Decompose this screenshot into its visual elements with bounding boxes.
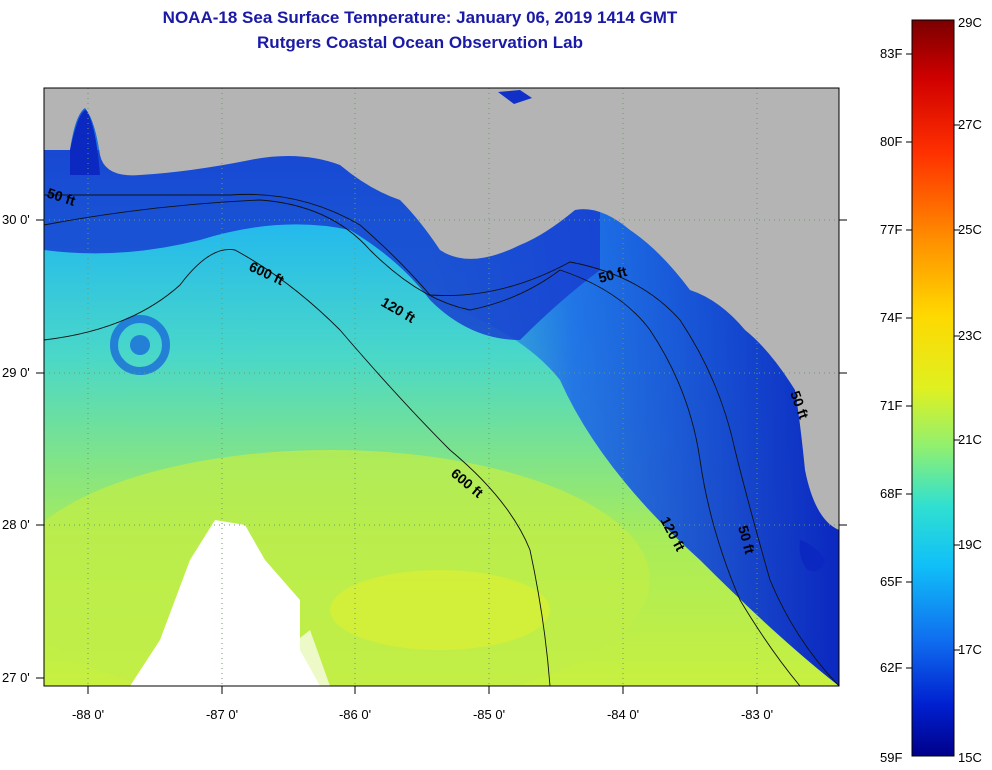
colorbar (911, 19, 955, 757)
colorbar-c-label: 19C (958, 537, 982, 552)
colorbar-c-label: 29C (958, 15, 982, 30)
colorbar-f-label: 65F (880, 574, 902, 589)
lon-label: -88 0' (72, 707, 104, 722)
colorbar-f-label: 71F (880, 398, 902, 413)
colorbar-f-label: 77F (880, 222, 902, 237)
map-frame (43, 87, 840, 687)
colorbar-f-label: 74F (880, 310, 902, 325)
contour-label: 50 ft (597, 263, 629, 286)
colorbar-c-label: 21C (958, 432, 982, 447)
colorbar-f-label: 59F (880, 750, 902, 765)
colorbar-f-label: 83F (880, 46, 902, 61)
lon-label: -87 0' (206, 707, 238, 722)
cloud-cover (130, 520, 320, 686)
axis-ticks (36, 219, 847, 694)
colorbar-c-label: 27C (958, 117, 982, 132)
lat-label: 29 0' (2, 365, 30, 380)
colorbar-f-label: 68F (880, 486, 902, 501)
lat-label: 28 0' (2, 517, 30, 532)
colorbar-f-label: 80F (880, 134, 902, 149)
colorbar-c-label: 25C (958, 222, 982, 237)
lon-label: -85 0' (473, 707, 505, 722)
lon-label: -83 0' (741, 707, 773, 722)
colorbar-ticks (906, 53, 960, 669)
colorbar-f-label: 62F (880, 660, 902, 675)
contour-label: 50 ft (735, 524, 758, 556)
lat-label: 27 0' (2, 670, 30, 685)
lon-label: -84 0' (607, 707, 639, 722)
colorbar-c-label: 17C (958, 642, 982, 657)
depth-contours (43, 193, 840, 687)
land-mass (44, 88, 839, 530)
colorbar-c-label: 23C (958, 328, 982, 343)
lon-label: -86 0' (339, 707, 371, 722)
colorbar-c-label: 15C (958, 750, 982, 765)
map-subtitle: Rutgers Coastal Ocean Observation Lab (257, 33, 583, 52)
map-title: NOAA-18 Sea Surface Temperature: January… (162, 8, 678, 27)
lat-label: 30 0' (2, 212, 30, 227)
